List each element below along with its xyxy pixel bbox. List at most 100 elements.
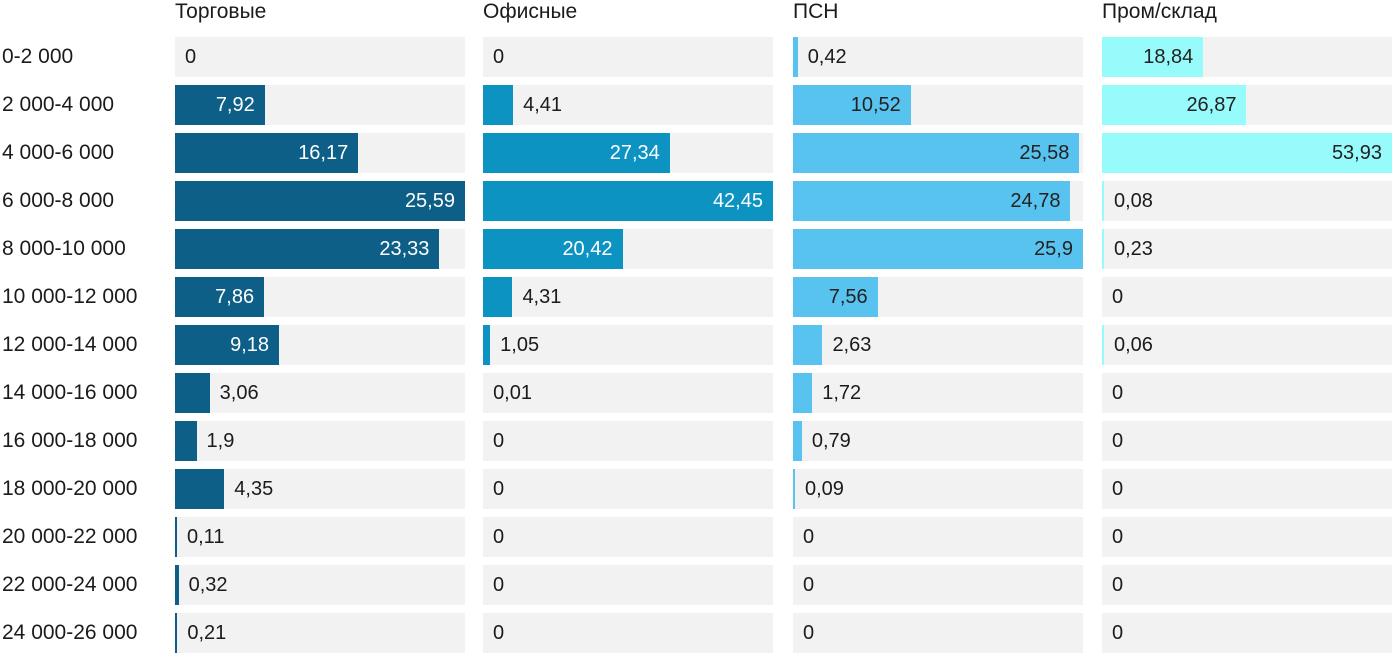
bar-track: 53,93 xyxy=(1102,133,1392,173)
bar-value-label: 0 xyxy=(185,46,197,68)
bar-track: 7,56 xyxy=(793,277,1083,317)
bar-track: 0,09 xyxy=(793,469,1083,509)
bar-value-label: 0 xyxy=(493,478,505,500)
bar-track: 10,52 xyxy=(793,85,1083,125)
bar-fill xyxy=(1102,37,1204,77)
row-label: 14 000-16 000 xyxy=(2,381,138,404)
bar-track: 0 xyxy=(483,565,773,605)
bar-track: 1,72 xyxy=(793,373,1083,413)
bar-track: 25,9 xyxy=(793,229,1083,269)
bar-track: 4,35 xyxy=(175,469,465,509)
bar-track: 0 xyxy=(483,517,773,557)
bar-fill xyxy=(175,613,178,653)
bar-value-label: 0,06 xyxy=(1114,334,1153,356)
series-header: Торговые xyxy=(175,0,267,23)
bar-fill xyxy=(793,325,823,365)
bar-value-label: 25,9 xyxy=(1034,238,1073,260)
bar-value-label: 0 xyxy=(1112,574,1124,596)
bar-fill xyxy=(175,277,265,317)
bar-value-label: 20,42 xyxy=(562,238,613,260)
bar-value-label: 1,72 xyxy=(822,382,862,404)
bar-fill xyxy=(1102,85,1247,125)
bar-track: 16,17 xyxy=(175,133,465,173)
row-label: 10 000-12 000 xyxy=(2,285,138,308)
bar-value-label: 0,09 xyxy=(805,478,844,500)
bar-track: 42,45 xyxy=(483,181,773,221)
row-label: 2 000-4 000 xyxy=(2,93,115,116)
bar-fill xyxy=(175,325,280,365)
bar-fill xyxy=(175,85,265,125)
bar-track: 0,32 xyxy=(175,565,465,605)
bar-fill xyxy=(793,277,878,317)
bar-track: 20,42 xyxy=(483,229,773,269)
bar-value-label: 0 xyxy=(493,46,505,68)
bar-value-label: 4,35 xyxy=(234,478,274,500)
bar-value-label: 0,21 xyxy=(187,622,227,644)
bar-track: 18,84 xyxy=(1102,37,1392,77)
bar-value-label: 4,31 xyxy=(522,286,562,308)
bar-fill xyxy=(483,181,773,221)
bar-fill xyxy=(175,565,179,605)
row-label: 18 000-20 000 xyxy=(2,477,138,500)
bar-fill xyxy=(483,133,670,173)
bar-track: 0 xyxy=(1102,613,1392,653)
bar-track: 0,06 xyxy=(1102,325,1392,365)
bar-track: 3,06 xyxy=(175,373,465,413)
grouped-bar-chart: Торговые Офисные ПСН Пром/склад 0-2 000 0 0 0,4… xyxy=(2,0,1392,653)
bar-track: 0 xyxy=(175,37,465,77)
bar-track: 0 xyxy=(483,613,773,653)
bar-track: 7,86 xyxy=(175,277,465,317)
bar-value-label: 7,92 xyxy=(215,94,255,116)
bar-fill xyxy=(175,181,465,221)
bar-value-label: 0 xyxy=(1112,430,1124,452)
bar-fill xyxy=(793,85,911,125)
bar-value-label: 0 xyxy=(803,622,815,644)
bar-fill xyxy=(483,229,623,269)
bar-value-label: 0,42 xyxy=(807,46,847,68)
bar-value-label: 25,59 xyxy=(404,190,455,212)
row-label: 20 000-22 000 xyxy=(2,525,138,548)
bar-track: 0,79 xyxy=(793,421,1083,461)
bar-fill xyxy=(1102,181,1104,221)
bar-value-label: 26,87 xyxy=(1186,94,1237,116)
bar-value-label: 0 xyxy=(803,526,815,548)
bar-track: 27,34 xyxy=(483,133,773,173)
bar-value-label: 27,34 xyxy=(609,142,660,164)
bar-fill xyxy=(793,181,1071,221)
bar-track: 4,41 xyxy=(483,85,773,125)
bar-value-label: 25,58 xyxy=(1019,142,1070,164)
bar-fill xyxy=(175,469,225,509)
bar-track: 0 xyxy=(1102,517,1392,557)
bar-value-label: 0 xyxy=(803,574,815,596)
bar-fill xyxy=(175,517,177,557)
bar-value-label: 0 xyxy=(1112,526,1124,548)
bar-value-label: 0 xyxy=(493,430,505,452)
row-label: 12 000-14 000 xyxy=(2,333,138,356)
bar-track: 24,78 xyxy=(793,181,1083,221)
bar-value-label: 3,06 xyxy=(219,382,259,404)
bar-value-label: 9,18 xyxy=(230,334,270,356)
bar-value-label: 1,05 xyxy=(500,334,540,356)
row-label: 6 000-8 000 xyxy=(2,189,115,212)
bar-value-label: 53,93 xyxy=(1331,142,1382,164)
bar-value-label: 0,01 xyxy=(493,382,532,404)
bar-track: 1,9 xyxy=(175,421,465,461)
bar-value-label: 0,08 xyxy=(1114,190,1153,212)
row-label: 8 000-10 000 xyxy=(2,237,126,260)
bar-value-label: 0 xyxy=(493,574,505,596)
bar-fill xyxy=(175,229,440,269)
bar-track: 0 xyxy=(483,421,773,461)
bar-value-label: 18,84 xyxy=(1143,46,1194,68)
bar-track: 0 xyxy=(1102,469,1392,509)
bar-value-label: 0,11 xyxy=(187,526,225,548)
bar-fill xyxy=(175,133,359,173)
bar-fill xyxy=(1102,229,1104,269)
bar-track: 1,05 xyxy=(483,325,773,365)
bar-value-label: 0 xyxy=(1112,478,1124,500)
bar-value-label: 7,56 xyxy=(828,286,868,308)
series-header: Офисные xyxy=(483,0,578,23)
bar-fill xyxy=(483,325,491,365)
bar-value-label: 24,78 xyxy=(1010,190,1061,212)
series-header: Пром/склад xyxy=(1102,0,1217,23)
bar-value-label: 0,32 xyxy=(188,574,228,596)
